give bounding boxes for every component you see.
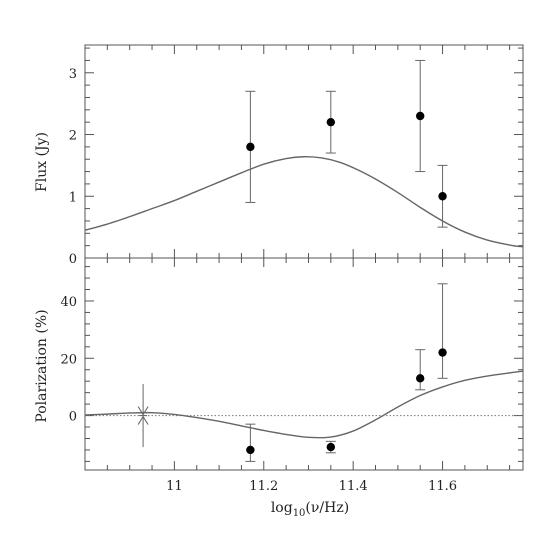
pol-x-tick-label: 11.6	[428, 479, 457, 494]
polarization-y-axis-label: Polarization (%)	[34, 309, 50, 422]
flux-frame	[84, 44, 524, 259]
flux-data-point	[416, 111, 425, 121]
pol-y-tick-label: 40	[60, 295, 77, 310]
pol-model-curve	[85, 370, 523, 439]
pol-y-tick-label: 20	[60, 352, 77, 367]
flux-y-axis-label: Flux (Jy)	[34, 132, 50, 192]
flux-y-tick-label: 2	[69, 129, 77, 144]
limit-arrowhead-up	[137, 415, 149, 425]
pol-x-tick-label: 11.4	[339, 479, 368, 494]
flux-data-point	[246, 142, 255, 152]
flux-y-tick-label: 1	[69, 190, 77, 205]
flux-model-curve	[85, 156, 523, 248]
polarization-panel: 0 20 40 11 11.2 11.4 11.6	[60, 257, 524, 494]
flux-y-tick-label: 3	[69, 67, 77, 82]
pol-frame	[84, 257, 524, 471]
flux-data-point	[438, 192, 447, 201]
pol-data-point	[416, 374, 425, 383]
pol-data-point	[438, 348, 447, 357]
pol-data-point	[246, 445, 255, 455]
pol-x-tick-label: 11	[166, 479, 183, 494]
flux-data-point	[326, 117, 336, 127]
pol-x-tick-label: 11.2	[249, 479, 278, 494]
flux-panel: 0 1 2 3	[69, 44, 524, 267]
pol-y-tick-label: 0	[69, 410, 77, 425]
flux-y-tick-label: 0	[69, 252, 77, 267]
x-axis-label: log10(ν/Hz)	[271, 500, 349, 519]
pol-data-point	[326, 442, 336, 452]
limit-arrowhead-down	[137, 406, 149, 416]
